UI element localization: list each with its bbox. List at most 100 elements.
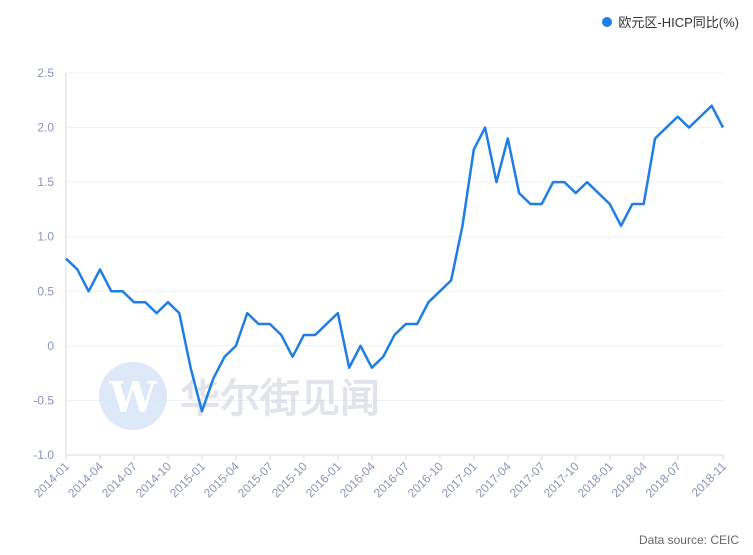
y-tick-label: -1.0 [33,448,54,462]
data-point[interactable] [482,125,488,131]
data-point[interactable] [720,125,726,131]
data-point[interactable] [74,266,80,272]
data-source-note: Data source: CEIC [638,533,739,547]
x-tick-label: 2014-01 [31,459,72,500]
data-point[interactable] [142,299,148,305]
x-tick-label: 2018-04 [609,459,650,500]
x-tick-label: 2016-01 [303,459,344,500]
x-tick-label: 2018-07 [643,459,684,500]
x-tick-label: 2014-10 [133,459,174,500]
x-tick-label: 2017-04 [473,459,514,500]
data-point[interactable] [188,365,194,371]
data-point[interactable] [437,288,443,294]
legend-label: 欧元区-HICP同比(%) [618,15,739,30]
data-point[interactable] [380,354,386,360]
data-point[interactable] [324,321,330,327]
y-tick-label: -0.5 [33,393,54,407]
data-point[interactable] [516,190,522,196]
x-tick-label: 2015-10 [269,459,310,500]
data-point[interactable] [86,288,92,294]
x-tick-label: 2015-07 [235,459,276,500]
x-tick-label: 2014-07 [99,459,140,500]
y-axis-ticks: 2.5 2.0 1.5 1.0 0.5 0 -0.5 -1.0 [33,66,54,462]
grid-lines [66,72,723,456]
x-tick-label: 2016-10 [405,459,446,500]
data-point[interactable] [663,125,669,131]
data-point[interactable] [233,343,239,349]
data-point[interactable] [686,125,692,131]
data-point[interactable] [63,256,69,262]
data-point[interactable] [629,201,635,207]
data-point[interactable] [358,343,364,349]
data-point[interactable] [641,201,647,207]
data-point[interactable] [584,179,590,185]
data-point[interactable] [176,310,182,316]
data-point[interactable] [425,299,431,305]
x-tick-label: 2018-11 [689,459,730,500]
data-point[interactable] [267,321,273,327]
data-point[interactable] [652,135,658,141]
data-point[interactable] [165,299,171,305]
legend-marker-icon [602,16,613,27]
data-point[interactable] [471,146,477,152]
y-tick-label: 1.0 [37,230,54,244]
data-point[interactable] [392,332,398,338]
legend[interactable]: 欧元区-HICP同比(%) [602,12,739,31]
watermark-logo-letter: W [108,373,157,422]
data-point[interactable] [505,135,511,141]
data-point[interactable] [539,201,545,207]
data-point[interactable] [256,321,262,327]
data-point[interactable] [97,266,103,272]
data-point[interactable] [573,190,579,196]
data-point[interactable] [493,179,499,185]
y-tick-label: 0.5 [37,284,54,298]
data-point[interactable] [278,332,284,338]
y-tick-label: 0 [47,339,54,353]
data-point[interactable] [120,288,126,294]
data-point[interactable] [199,408,205,414]
x-tick-label: 2015-04 [201,459,242,500]
data-point[interactable] [154,310,160,316]
data-point[interactable] [709,103,715,109]
data-point[interactable] [312,332,318,338]
data-point[interactable] [131,299,137,305]
series-layer [63,103,726,414]
data-point[interactable] [335,310,341,316]
data-point[interactable] [459,223,465,229]
data-point[interactable] [448,277,454,283]
data-point[interactable] [607,201,613,207]
y-tick-label: 1.5 [37,175,54,189]
watermark-text: 华尔街见闻 [180,375,380,422]
data-point[interactable] [108,288,114,294]
axes [65,73,723,456]
watermark-logo-icon [99,362,167,430]
data-point[interactable] [675,114,681,120]
data-point[interactable] [527,201,533,207]
data-point[interactable] [618,223,624,229]
x-axis-ticks: 2014-012014-042014-072014-102015-012015-… [31,455,729,500]
data-point[interactable] [403,321,409,327]
data-point[interactable] [290,354,296,360]
data-point[interactable] [550,179,556,185]
data-point[interactable] [244,310,250,316]
data-point[interactable] [697,114,703,120]
data-point[interactable] [414,321,420,327]
data-point[interactable] [301,332,307,338]
data-point[interactable] [595,190,601,196]
data-point[interactable] [561,179,567,185]
x-tick-label: 2017-01 [439,459,480,500]
data-point[interactable] [369,365,375,371]
x-tick-label: 2017-07 [507,459,548,500]
x-tick-label: 2015-01 [167,459,208,500]
x-tick-label: 2016-04 [337,459,378,500]
x-tick-label: 2017-10 [541,459,582,500]
x-tick-label: 2018-01 [575,459,616,500]
x-tick-label: 2016-07 [371,459,412,500]
data-point[interactable] [210,376,216,382]
x-tick-label: 2014-04 [65,459,106,500]
series-line-hicp [65,104,725,413]
data-point[interactable] [222,354,228,360]
y-tick-label: 2.5 [37,66,54,80]
data-point[interactable] [346,365,352,371]
